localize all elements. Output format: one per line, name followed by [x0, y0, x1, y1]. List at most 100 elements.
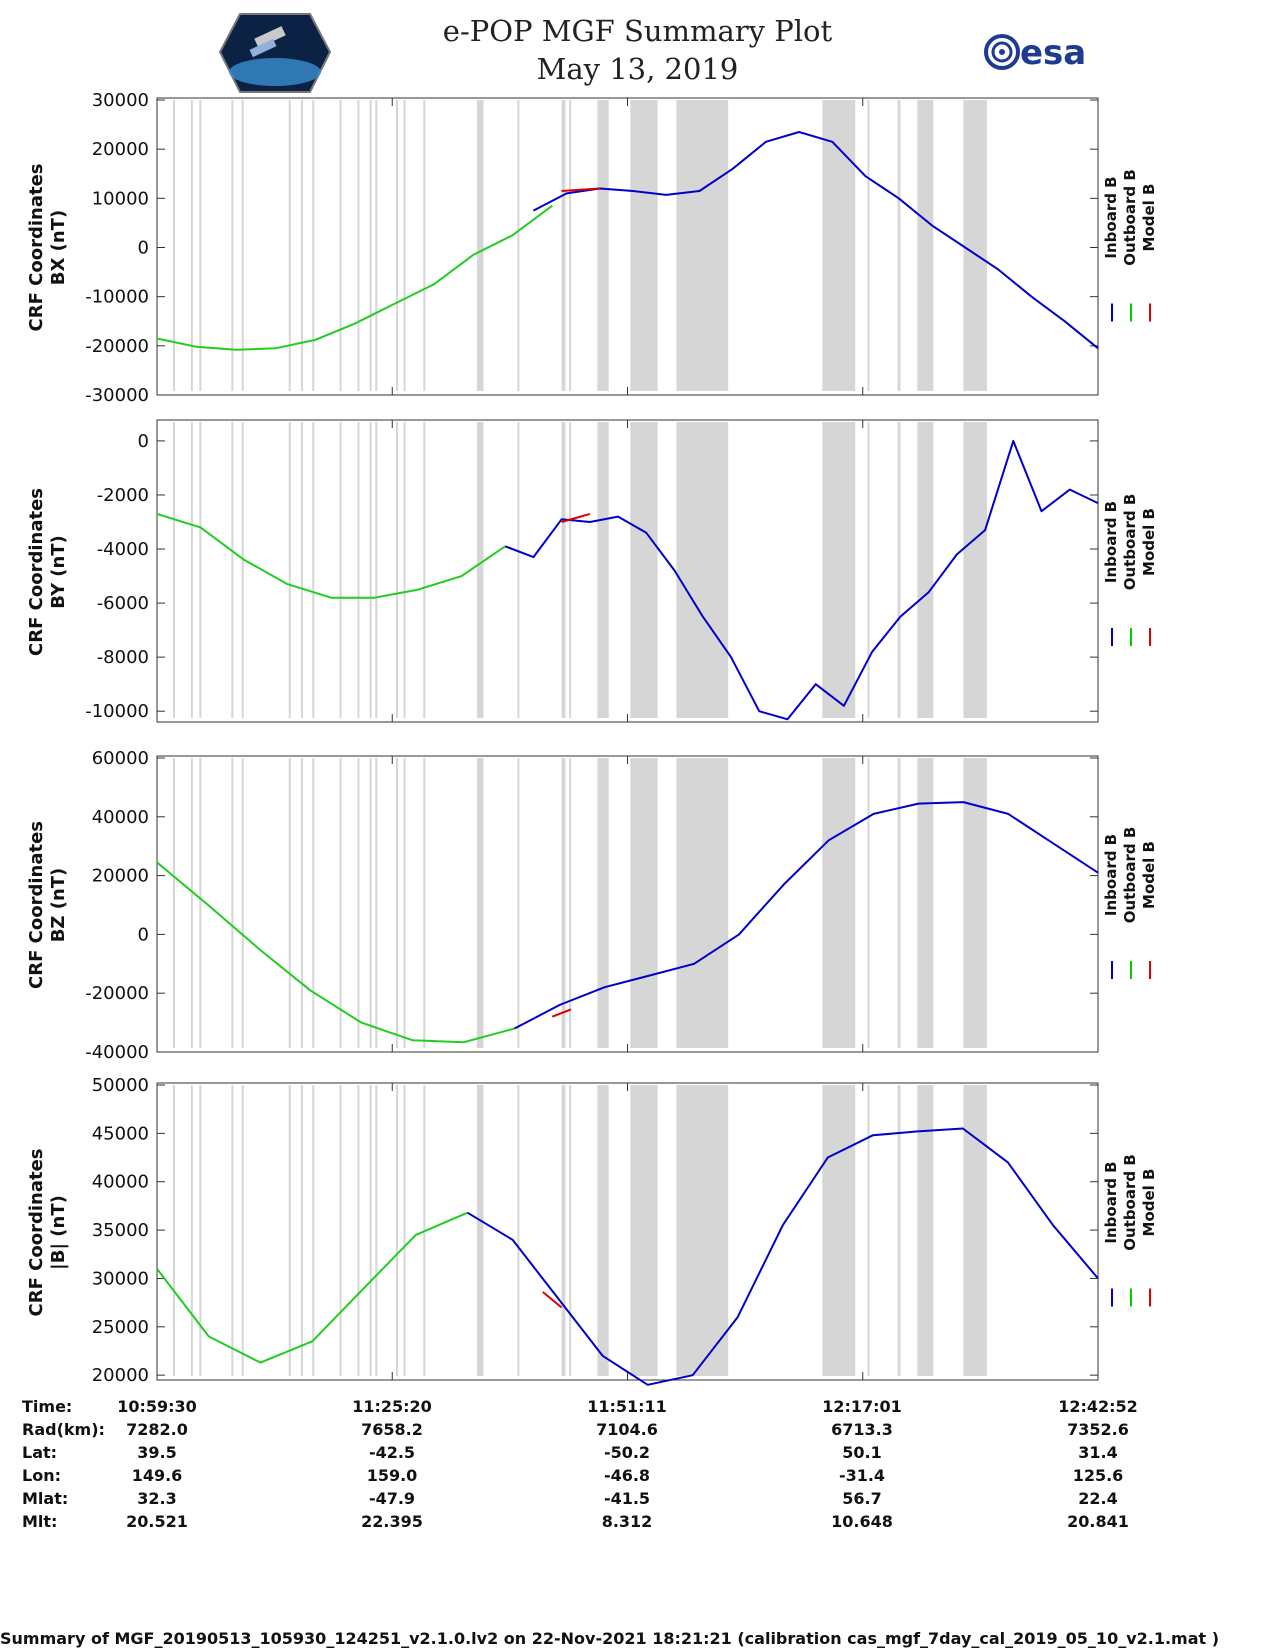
y-tick-label: -20000 — [85, 983, 149, 1004]
legend-entry: Model B — [1140, 841, 1158, 909]
gap-band — [822, 1085, 856, 1376]
gap-band — [917, 100, 934, 391]
gap-band — [300, 758, 303, 1048]
gap-band — [561, 422, 566, 718]
gap-band — [396, 100, 399, 391]
series-model-b — [542, 1291, 563, 1309]
gap-band — [517, 1085, 520, 1376]
footer-value: 7104.6 — [596, 1420, 658, 1439]
gap-band — [288, 758, 291, 1048]
gap-band — [357, 100, 360, 391]
gap-band — [172, 758, 175, 1048]
legend-entry: Model B — [1140, 184, 1158, 252]
gap-band — [312, 1085, 315, 1376]
y-tick-label: -4000 — [97, 539, 149, 560]
gap-band — [312, 758, 315, 1048]
gap-band — [630, 422, 658, 718]
gap-band — [300, 422, 303, 718]
gap-band — [403, 758, 406, 1048]
gap-band — [190, 422, 193, 718]
gap-band — [822, 422, 856, 718]
y-tick-label: 45000 — [92, 1123, 149, 1144]
gap-band — [569, 422, 572, 718]
gap-band — [300, 1085, 303, 1376]
footer-value: 7282.0 — [126, 1420, 188, 1439]
footer-value: -46.8 — [604, 1466, 650, 1485]
y-axis-label: |B| (nT) — [48, 1195, 69, 1270]
gap-band — [676, 100, 729, 391]
legend-entry: Outboard B — [1121, 169, 1139, 266]
gap-band — [917, 758, 934, 1048]
y-tick-label: 50000 — [92, 1075, 149, 1096]
gap-band — [822, 758, 856, 1048]
gap-band — [288, 100, 291, 391]
gap-band — [423, 100, 426, 391]
cassiope-logo — [218, 13, 332, 93]
footer-value: 11:25:20 — [352, 1397, 432, 1416]
gap-band — [375, 1085, 378, 1376]
footer-row-label: Rad(km): — [22, 1420, 105, 1439]
y-axis-label: BY (nT) — [48, 535, 69, 609]
y-tick-label: 40000 — [92, 1172, 149, 1193]
gap-band — [676, 1085, 729, 1376]
footer-value: 8.312 — [602, 1512, 653, 1531]
gap-band — [897, 758, 901, 1048]
gap-band — [597, 758, 609, 1048]
footer-value: -50.2 — [604, 1443, 650, 1462]
footer-value: 20.521 — [126, 1512, 188, 1531]
gap-band — [172, 1085, 175, 1376]
gap-band — [561, 1085, 566, 1376]
gap-band — [897, 422, 901, 718]
gap-band — [190, 1085, 193, 1376]
footer-value: 7352.6 — [1067, 1420, 1129, 1439]
gap-band — [396, 1085, 399, 1376]
y-tick-label: -8000 — [97, 647, 149, 668]
footer-value: 159.0 — [367, 1466, 418, 1485]
gap-band — [963, 1085, 987, 1376]
footer-value: 50.1 — [842, 1443, 881, 1462]
gap-band — [231, 422, 234, 718]
gap-band — [199, 1085, 202, 1376]
esa-logo-text: esa — [1020, 33, 1087, 73]
gap-band — [312, 422, 315, 718]
series-model-b — [561, 187, 600, 192]
gap-band — [569, 1085, 572, 1376]
y-axis-label: BX (nT) — [48, 210, 69, 285]
y-tick-label: 60000 — [92, 748, 149, 769]
gap-band — [172, 422, 175, 718]
gap-band — [369, 422, 372, 718]
gap-band — [375, 758, 378, 1048]
panel-bz: 60000 40000 20000 0 -20000 -40000 CRF Coordina… — [26, 748, 1158, 1063]
footer-value: 7658.2 — [361, 1420, 423, 1439]
footer-row-label: Lat: — [22, 1443, 57, 1462]
gap-band — [597, 1085, 609, 1376]
series-outboard-b — [156, 512, 506, 599]
gap-band — [476, 422, 484, 718]
gap-band — [190, 100, 193, 391]
footer-row-label: Lon: — [22, 1466, 61, 1485]
gap-band — [676, 758, 729, 1048]
gap-band — [339, 100, 342, 391]
footer-value: 149.6 — [132, 1466, 183, 1485]
y-tick-label: 0 — [138, 238, 149, 259]
gap-band — [867, 422, 870, 718]
y-tick-label: 10000 — [92, 188, 149, 209]
gap-band — [357, 422, 360, 718]
panel-bmag: 50000 45000 40000 35000 30000 25000 20000 CRF C… — [26, 1075, 1158, 1386]
y-tick-label: -10000 — [85, 701, 149, 722]
y-axis-label: BZ (nT) — [48, 868, 69, 943]
gap-band — [569, 100, 572, 391]
gap-band — [231, 1085, 234, 1376]
y-tick-label: 20000 — [92, 1365, 149, 1386]
series-outboard-b — [156, 204, 553, 351]
gap-band — [369, 758, 372, 1048]
legend-entry: Inboard B — [1102, 1161, 1120, 1243]
gap-band — [199, 758, 202, 1048]
gap-band — [897, 1085, 901, 1376]
gap-band — [517, 758, 520, 1048]
series-outboard-b — [156, 1211, 468, 1364]
series-inboard-b — [504, 439, 1099, 721]
gap-band — [199, 100, 202, 391]
footer-value: 6713.3 — [831, 1420, 893, 1439]
